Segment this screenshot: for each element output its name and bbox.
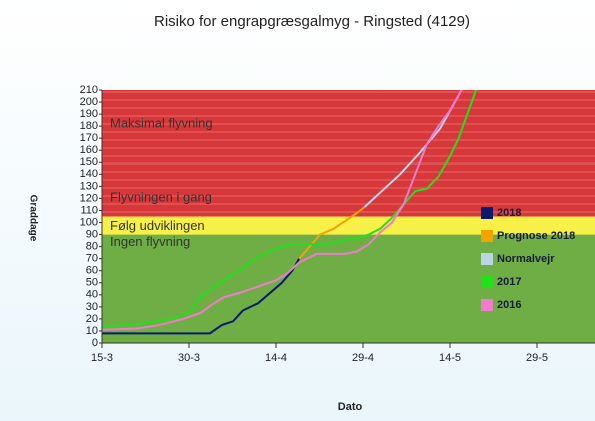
y-tick-label: 160	[80, 144, 98, 156]
legend-label: 2017	[497, 276, 521, 288]
y-tick-label: 200	[80, 96, 98, 108]
y-tick-label: 100	[80, 216, 98, 228]
band-hatch	[102, 90, 595, 163]
x-tick-label: 30-3	[178, 352, 200, 364]
series-line	[102, 90, 463, 331]
y-tick-label: 10	[86, 325, 98, 337]
y-tick-label: 90	[86, 228, 98, 240]
y-tick-label: 140	[80, 168, 98, 180]
y-tick-label: 130	[80, 180, 98, 192]
legend-swatch	[481, 253, 493, 265]
legend-swatch	[481, 299, 493, 311]
y-tick-label: 190	[80, 108, 98, 120]
x-tick-label: 14-5	[439, 352, 461, 364]
y-tick-label: 50	[86, 277, 98, 289]
plot	[102, 90, 595, 343]
band	[102, 234, 595, 343]
x-tick-label: 29-4	[352, 352, 374, 364]
x-tick-label: 15-3	[91, 352, 113, 364]
legend-swatch	[481, 230, 493, 242]
series-line	[102, 258, 301, 335]
series-line	[298, 206, 366, 260]
y-tick-label: 120	[80, 192, 98, 204]
y-tick-label: 40	[86, 289, 98, 301]
y-tick-label: 110	[80, 204, 98, 216]
y-axis-label: Graddage	[27, 195, 38, 242]
band-label: Ingen flyvning	[110, 234, 190, 249]
x-tick-label: 14-4	[265, 352, 287, 364]
y-tick-label: 0	[92, 337, 98, 349]
y-tick-label: 210	[80, 84, 98, 96]
legend-swatch	[481, 207, 493, 219]
y-tick-label: 170	[80, 132, 98, 144]
legend-label: Prognose 2018	[497, 230, 575, 242]
y-tick-label: 20	[86, 313, 98, 325]
series-line	[364, 90, 463, 208]
band-label: Følg udviklingen	[110, 218, 205, 233]
y-tick-label: 60	[86, 265, 98, 277]
chart-title: Risiko for engrapgræsgalmyg - Ringsted (…	[154, 13, 470, 30]
y-tick-label: 30	[86, 301, 98, 313]
band-label: Flyvningen i gang	[110, 190, 212, 205]
legend-label: 2018	[497, 207, 521, 219]
x-axis-label: Dato	[338, 401, 363, 413]
y-tick-label: 180	[80, 120, 98, 132]
legend-label: Normalvejr	[497, 253, 555, 265]
series-line	[102, 90, 478, 328]
legend-label: 2016	[497, 299, 521, 311]
band	[102, 216, 595, 235]
band-hatch	[102, 162, 595, 217]
x-tick-label: 29-5	[526, 352, 548, 364]
y-tick-label: 80	[86, 241, 98, 253]
y-tick-label: 150	[80, 156, 98, 168]
legend-swatch	[481, 276, 493, 288]
band-label: Maksimal flyvning	[110, 115, 213, 130]
y-tick-label: 70	[86, 253, 98, 265]
